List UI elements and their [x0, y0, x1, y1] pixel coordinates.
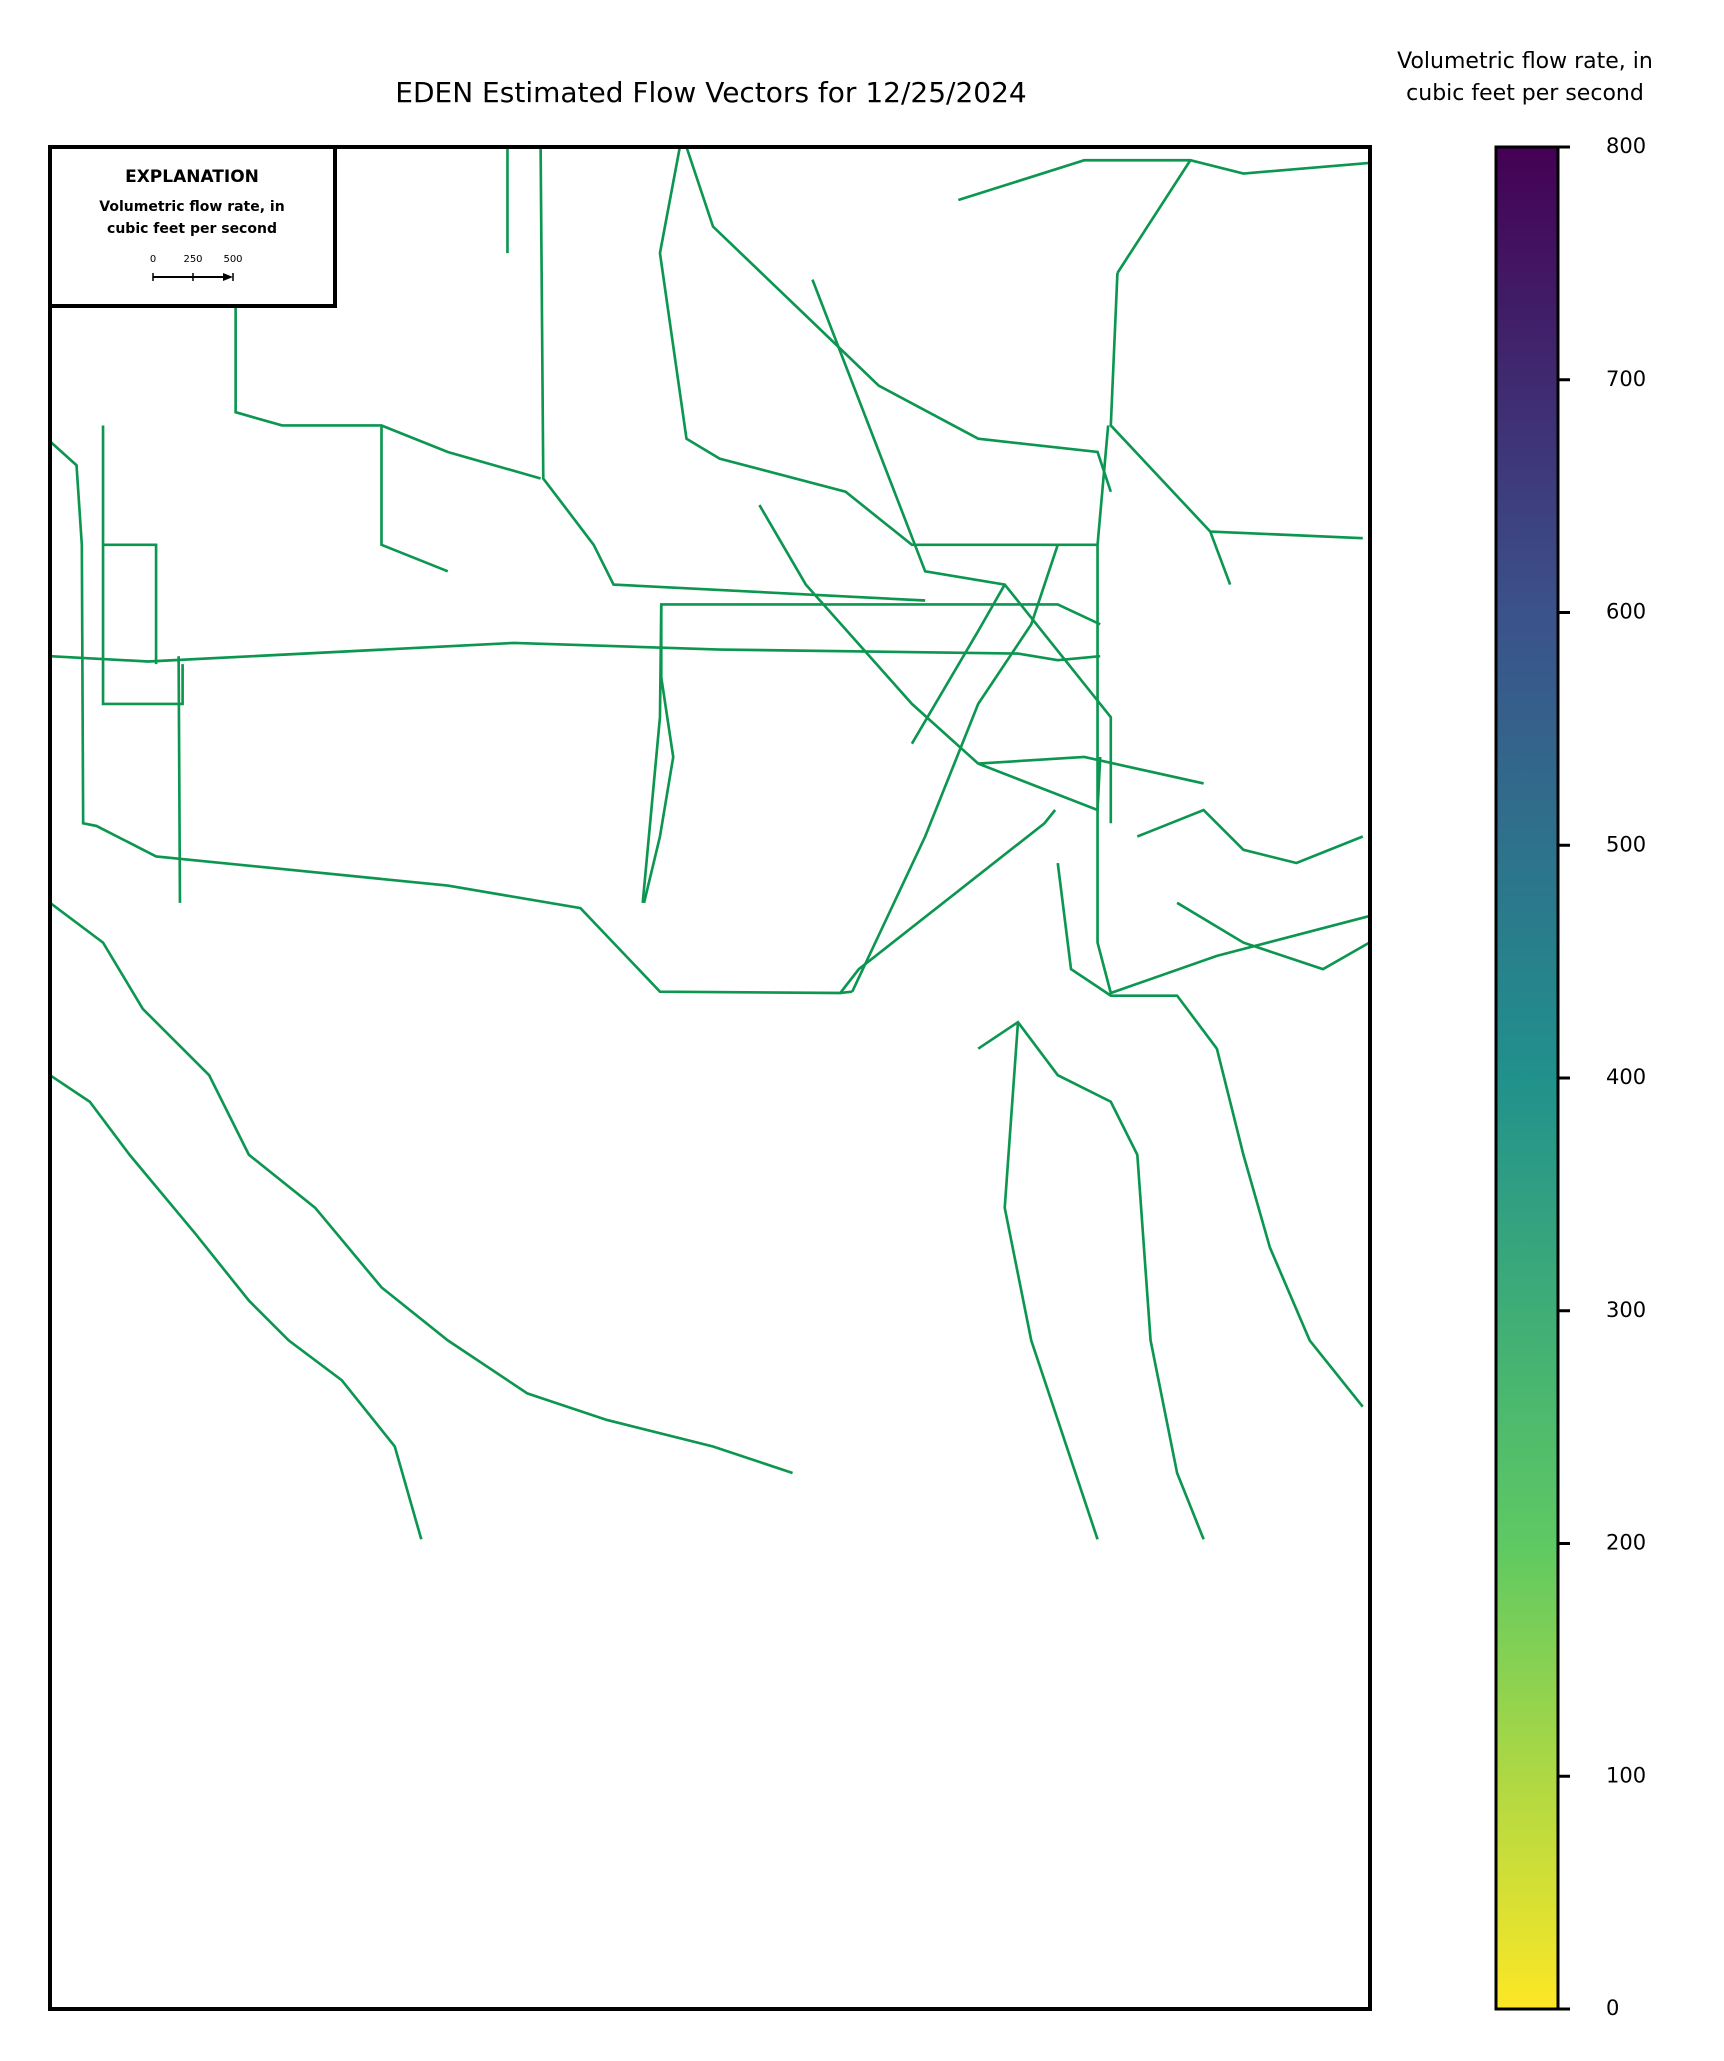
colorbar-tick-label: 500 — [1606, 832, 1646, 856]
colorbar-label: cubic feet per second — [1406, 81, 1644, 106]
map-frame — [48, 145, 1372, 2011]
legend-title: EXPLANATION — [125, 167, 259, 187]
colorbar-tick-label: 100 — [1606, 1763, 1646, 1787]
colorbar-tick-label: 700 — [1606, 367, 1646, 391]
scale-tick-label: 250 — [183, 254, 202, 265]
legend-box: EXPLANATION Volumetric flow rate, in cub… — [48, 145, 337, 308]
map — [48, 145, 1372, 2011]
colorbar-tick-label: 0 — [1606, 1996, 1619, 2020]
colorbar-tick-label: 600 — [1606, 600, 1646, 624]
colorbar-label: Volumetric flow rate, in — [1397, 49, 1653, 74]
colorbar-tick-label: 400 — [1606, 1065, 1646, 1089]
legend-label: cubic feet per second — [107, 221, 277, 237]
colorbar-tick-label: 800 — [1606, 134, 1646, 158]
map-frame-bg — [50, 147, 1370, 2009]
scale-arrowhead — [223, 273, 233, 281]
colorbar-ticks: 0 100 200 300 400 500 600 700 800 — [1558, 134, 1646, 2020]
map-lines — [48, 146, 1371, 1540]
scale-tick-label: 500 — [223, 254, 242, 265]
colorbar-ramp — [1494, 145, 1560, 2011]
legend-scale: 0 250 500 — [150, 254, 243, 281]
colorbar-tick-label: 300 — [1606, 1298, 1646, 1322]
colorbar: Volumetric flow rate, in cubic feet per … — [1397, 49, 1653, 2020]
map-title: EDEN Estimated Flow Vectors for 12/25/20… — [395, 76, 1026, 109]
colorbar-tick-label: 200 — [1606, 1531, 1646, 1555]
legend-label: Volumetric flow rate, in — [99, 199, 284, 215]
scale-tick-label: 0 — [150, 254, 156, 265]
